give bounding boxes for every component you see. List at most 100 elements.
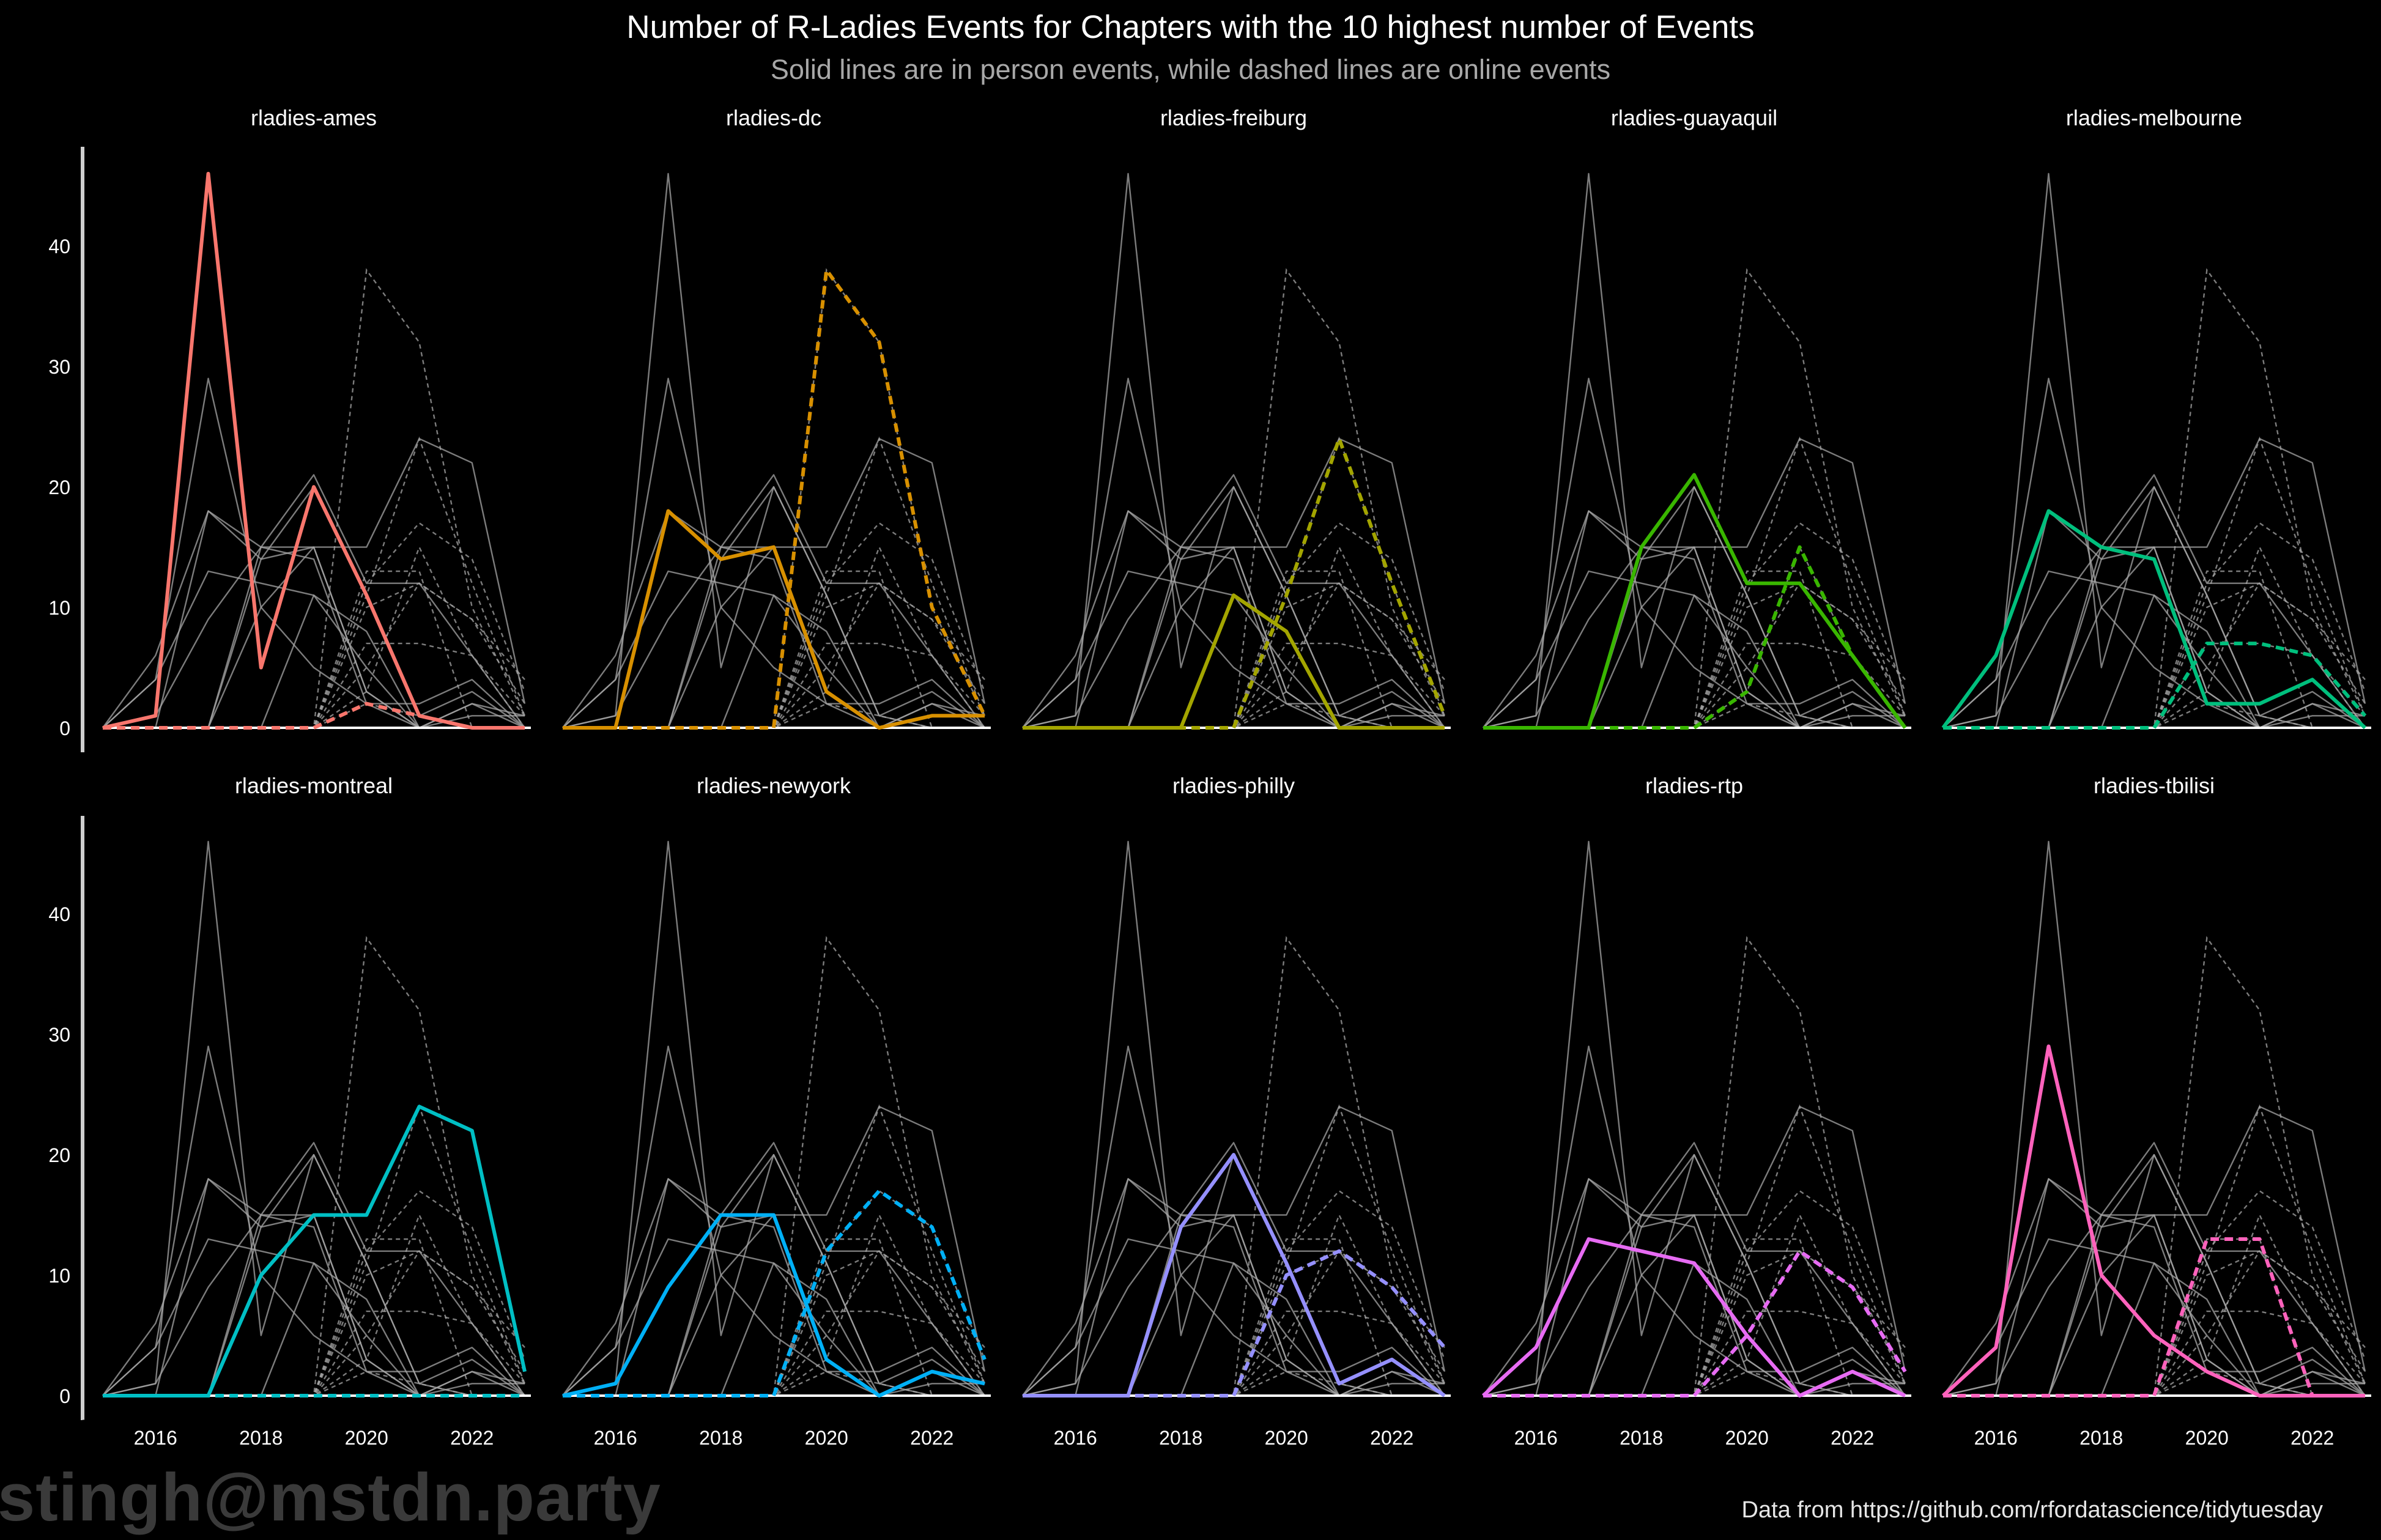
context-line-in-person bbox=[562, 1238, 985, 1397]
panel-rladies-tbilisi: rladies-tbilisi 2016 2018 2020 2022 bbox=[1941, 773, 2371, 1449]
x-tick-label: 2016 bbox=[134, 1427, 177, 1449]
chart-subtitle: Solid lines are in person events, while … bbox=[770, 54, 1611, 85]
context-line-in-person bbox=[1022, 840, 1445, 1397]
x-tick-label: 2022 bbox=[1831, 1427, 1874, 1449]
context-lines bbox=[102, 840, 526, 1397]
panel-strip-label: rladies-guayaquil bbox=[1611, 105, 1777, 130]
series-line-in-person bbox=[1941, 1044, 2365, 1397]
context-line-in-person bbox=[1942, 1045, 2365, 1397]
context-line-in-person bbox=[1483, 1045, 1905, 1397]
context-lines bbox=[1022, 172, 1446, 729]
x-tick-label: 2022 bbox=[450, 1427, 494, 1449]
x-tick-label: 2016 bbox=[1054, 1427, 1097, 1449]
context-line-in-person bbox=[102, 510, 525, 728]
context-line-in-person bbox=[1483, 377, 1905, 729]
context-line-in-person bbox=[1022, 1214, 1445, 1397]
panel-rladies-guayaquil: rladies-guayaquil bbox=[1483, 105, 1911, 730]
series-line-in-person bbox=[1481, 1237, 1906, 1397]
context-lines bbox=[1483, 840, 1906, 1397]
chart-title: Number of R-Ladies Events for Chapters w… bbox=[626, 9, 1755, 45]
context-lines bbox=[1022, 840, 1446, 1397]
panel-rladies-newyork: rladies-newyork 2016 2018 2020 2022 bbox=[562, 773, 991, 1449]
context-line-online bbox=[563, 1213, 985, 1397]
x-tick-label: 2016 bbox=[1974, 1427, 2018, 1449]
context-lines bbox=[562, 840, 986, 1397]
context-line-online bbox=[1483, 1213, 1906, 1397]
panel-rladies-montreal: rladies-montreal 0 10 20 30 40 2016 2018 2020 202… bbox=[48, 773, 531, 1449]
context-line-in-person bbox=[1022, 1238, 1445, 1397]
context-line-in-person bbox=[1022, 510, 1445, 728]
context-line-online bbox=[563, 545, 985, 729]
y-tick-label: 0 bbox=[59, 1385, 70, 1407]
context-line-in-person bbox=[1022, 546, 1445, 729]
panel-strip-label: rladies-newyork bbox=[697, 773, 851, 798]
context-line-in-person bbox=[562, 546, 985, 729]
x-tick-label: 2018 bbox=[239, 1427, 283, 1449]
panel-rladies-rtp: rladies-rtp 2016 2018 2020 2022 bbox=[1481, 773, 1911, 1449]
x-tick-label: 2020 bbox=[2185, 1427, 2229, 1449]
series-line-in-person bbox=[103, 1105, 527, 1397]
data-source-caption: Data from https://github.com/rfordatasci… bbox=[1741, 1497, 2323, 1523]
context-line-online bbox=[1943, 703, 2365, 729]
y-tick-label: 30 bbox=[48, 1024, 70, 1046]
x-tick-label: 2020 bbox=[805, 1427, 848, 1449]
context-line-in-person bbox=[562, 570, 985, 729]
context-line-in-person bbox=[1483, 1178, 1906, 1396]
context-line-in-person bbox=[1022, 1178, 1445, 1396]
y-tick-label: 0 bbox=[59, 717, 70, 739]
context-line-online bbox=[1023, 545, 1445, 729]
context-line-in-person bbox=[1483, 172, 1905, 729]
context-line-in-person bbox=[562, 840, 985, 1397]
panel-strip-label: rladies-philly bbox=[1172, 773, 1295, 798]
x-tick-label: 2018 bbox=[1620, 1427, 1663, 1449]
series-line-in-person bbox=[1941, 509, 2367, 730]
series-line-in-person bbox=[563, 509, 985, 730]
context-line-in-person bbox=[102, 1178, 525, 1396]
series-line-in-person bbox=[1023, 593, 1445, 730]
panel-rladies-dc: rladies-dc bbox=[562, 105, 991, 730]
author-watermark: stingh@mstdn.party bbox=[0, 1460, 661, 1535]
context-lines bbox=[1942, 840, 2366, 1397]
series-line-online bbox=[1483, 545, 1907, 730]
series-line-in-person bbox=[562, 1213, 985, 1397]
context-line-in-person bbox=[1942, 1178, 2366, 1396]
y-tick-label: 20 bbox=[48, 1144, 70, 1166]
context-line-online bbox=[103, 545, 525, 729]
panel-rladies-philly: rladies-philly 2016 2018 2020 2022 bbox=[1022, 773, 1451, 1449]
context-line-online bbox=[103, 1371, 525, 1397]
context-line-in-person bbox=[102, 840, 525, 1397]
panel-strip-label: rladies-ames bbox=[251, 105, 377, 130]
context-line-in-person bbox=[1483, 840, 1905, 1397]
context-line-online bbox=[1023, 1213, 1445, 1397]
context-line-in-person bbox=[562, 172, 985, 729]
series-line-online bbox=[563, 1189, 987, 1397]
context-lines bbox=[102, 172, 526, 729]
context-line-in-person bbox=[1483, 570, 1906, 729]
context-line-in-person bbox=[1942, 570, 2366, 729]
context-line-in-person bbox=[562, 1214, 985, 1397]
panel-strip-label: rladies-montreal bbox=[235, 773, 393, 798]
panel-strip-label: rladies-freiburg bbox=[1160, 105, 1307, 130]
context-line-in-person bbox=[1022, 172, 1445, 729]
series-line-online bbox=[563, 268, 987, 730]
panel-rladies-melbourne: rladies-melbourne bbox=[1941, 105, 2371, 730]
x-tick-label: 2022 bbox=[1370, 1427, 1413, 1449]
context-line-online bbox=[1943, 545, 2366, 729]
series-line-in-person bbox=[102, 172, 525, 730]
y-tick-label: 10 bbox=[48, 597, 70, 619]
y-tick-label: 20 bbox=[48, 476, 70, 498]
y-tick-label: 40 bbox=[48, 235, 70, 257]
panel-strip-label: rladies-tbilisi bbox=[2094, 773, 2215, 798]
panel-strip-label: rladies-rtp bbox=[1645, 773, 1743, 798]
panel-rladies-ames: rladies-ames 0 10 20 30 40 bbox=[48, 105, 531, 752]
context-line-in-person bbox=[1942, 546, 2366, 729]
context-line-in-person bbox=[1942, 172, 2365, 729]
context-line-in-person bbox=[102, 570, 525, 729]
context-line-in-person bbox=[1022, 1045, 1445, 1397]
x-tick-label: 2016 bbox=[1514, 1427, 1558, 1449]
x-tick-label: 2018 bbox=[2079, 1427, 2123, 1449]
context-line-in-person bbox=[1942, 840, 2365, 1397]
x-tick-label: 2020 bbox=[1725, 1427, 1769, 1449]
y-tick-label: 10 bbox=[48, 1265, 70, 1287]
